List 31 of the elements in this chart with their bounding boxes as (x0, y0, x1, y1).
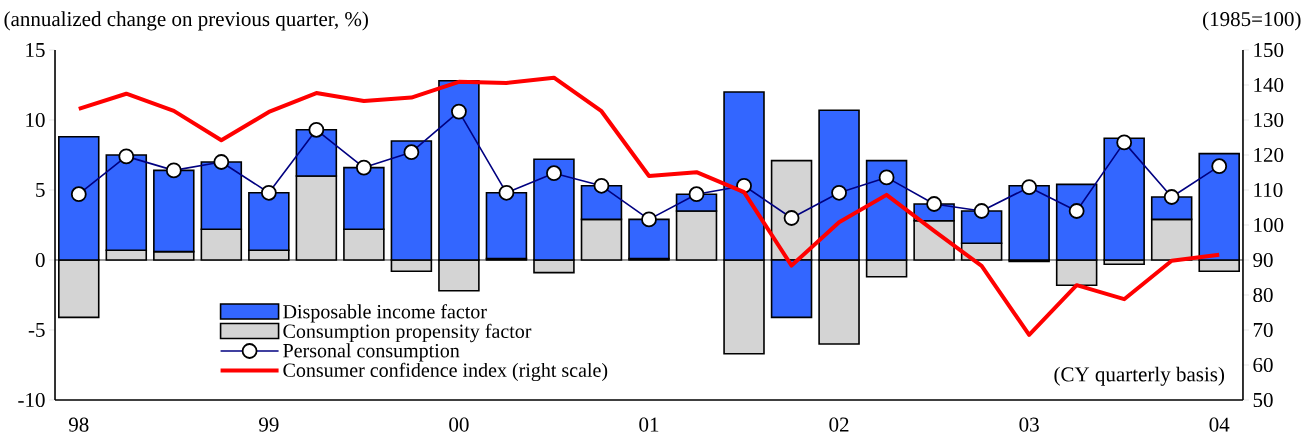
y2-tick-label: 70 (1253, 322, 1273, 338)
annotation: (CY quarterly basis) (1054, 366, 1225, 386)
y-tick-label: 10 (26, 112, 45, 128)
y2-tick-label: 80 (1253, 287, 1273, 303)
y2-tick-label: 120 (1254, 147, 1284, 163)
y-tick-label: 0 (35, 252, 45, 268)
y2-tick-label: 150 (1254, 42, 1284, 58)
x-tick-label: 01 (639, 417, 659, 432)
y2-tick-label: 60 (1253, 357, 1273, 373)
y-tick-label: 5 (36, 183, 45, 197)
x-tick-label: 04 (1209, 417, 1230, 432)
y-tick-label: 15 (26, 42, 45, 58)
legend-label: Consumer confidence index (right scale) (283, 362, 608, 382)
y2-tick-label: 50 (1253, 392, 1273, 408)
y2-tick-label: 130 (1254, 112, 1284, 128)
y-tick-label: -5 (28, 323, 45, 337)
legend-label: Consumption propensity factor (283, 323, 532, 343)
y2-tick-label: 140 (1254, 77, 1284, 93)
y2-tick-label: 100 (1254, 217, 1284, 233)
x-tick-label: 99 (259, 417, 279, 432)
y2-tick-label: 110 (1254, 182, 1283, 198)
x-tick-label: 03 (1019, 417, 1039, 432)
y-tick-label: -10 (18, 392, 45, 408)
legend-label: Personal consumption (283, 343, 460, 362)
legend-label: Disposable income factor (283, 304, 487, 323)
y-axis-title: (annualized change on previous quarter, %) (4, 11, 368, 31)
y2-tick-label: 90 (1253, 252, 1273, 268)
x-tick-label: 98 (68, 417, 89, 432)
x-tick-label: 02 (829, 417, 849, 432)
y2-axis-title: (1985=100) (1203, 11, 1301, 31)
x-tick-label: 00 (449, 417, 469, 432)
